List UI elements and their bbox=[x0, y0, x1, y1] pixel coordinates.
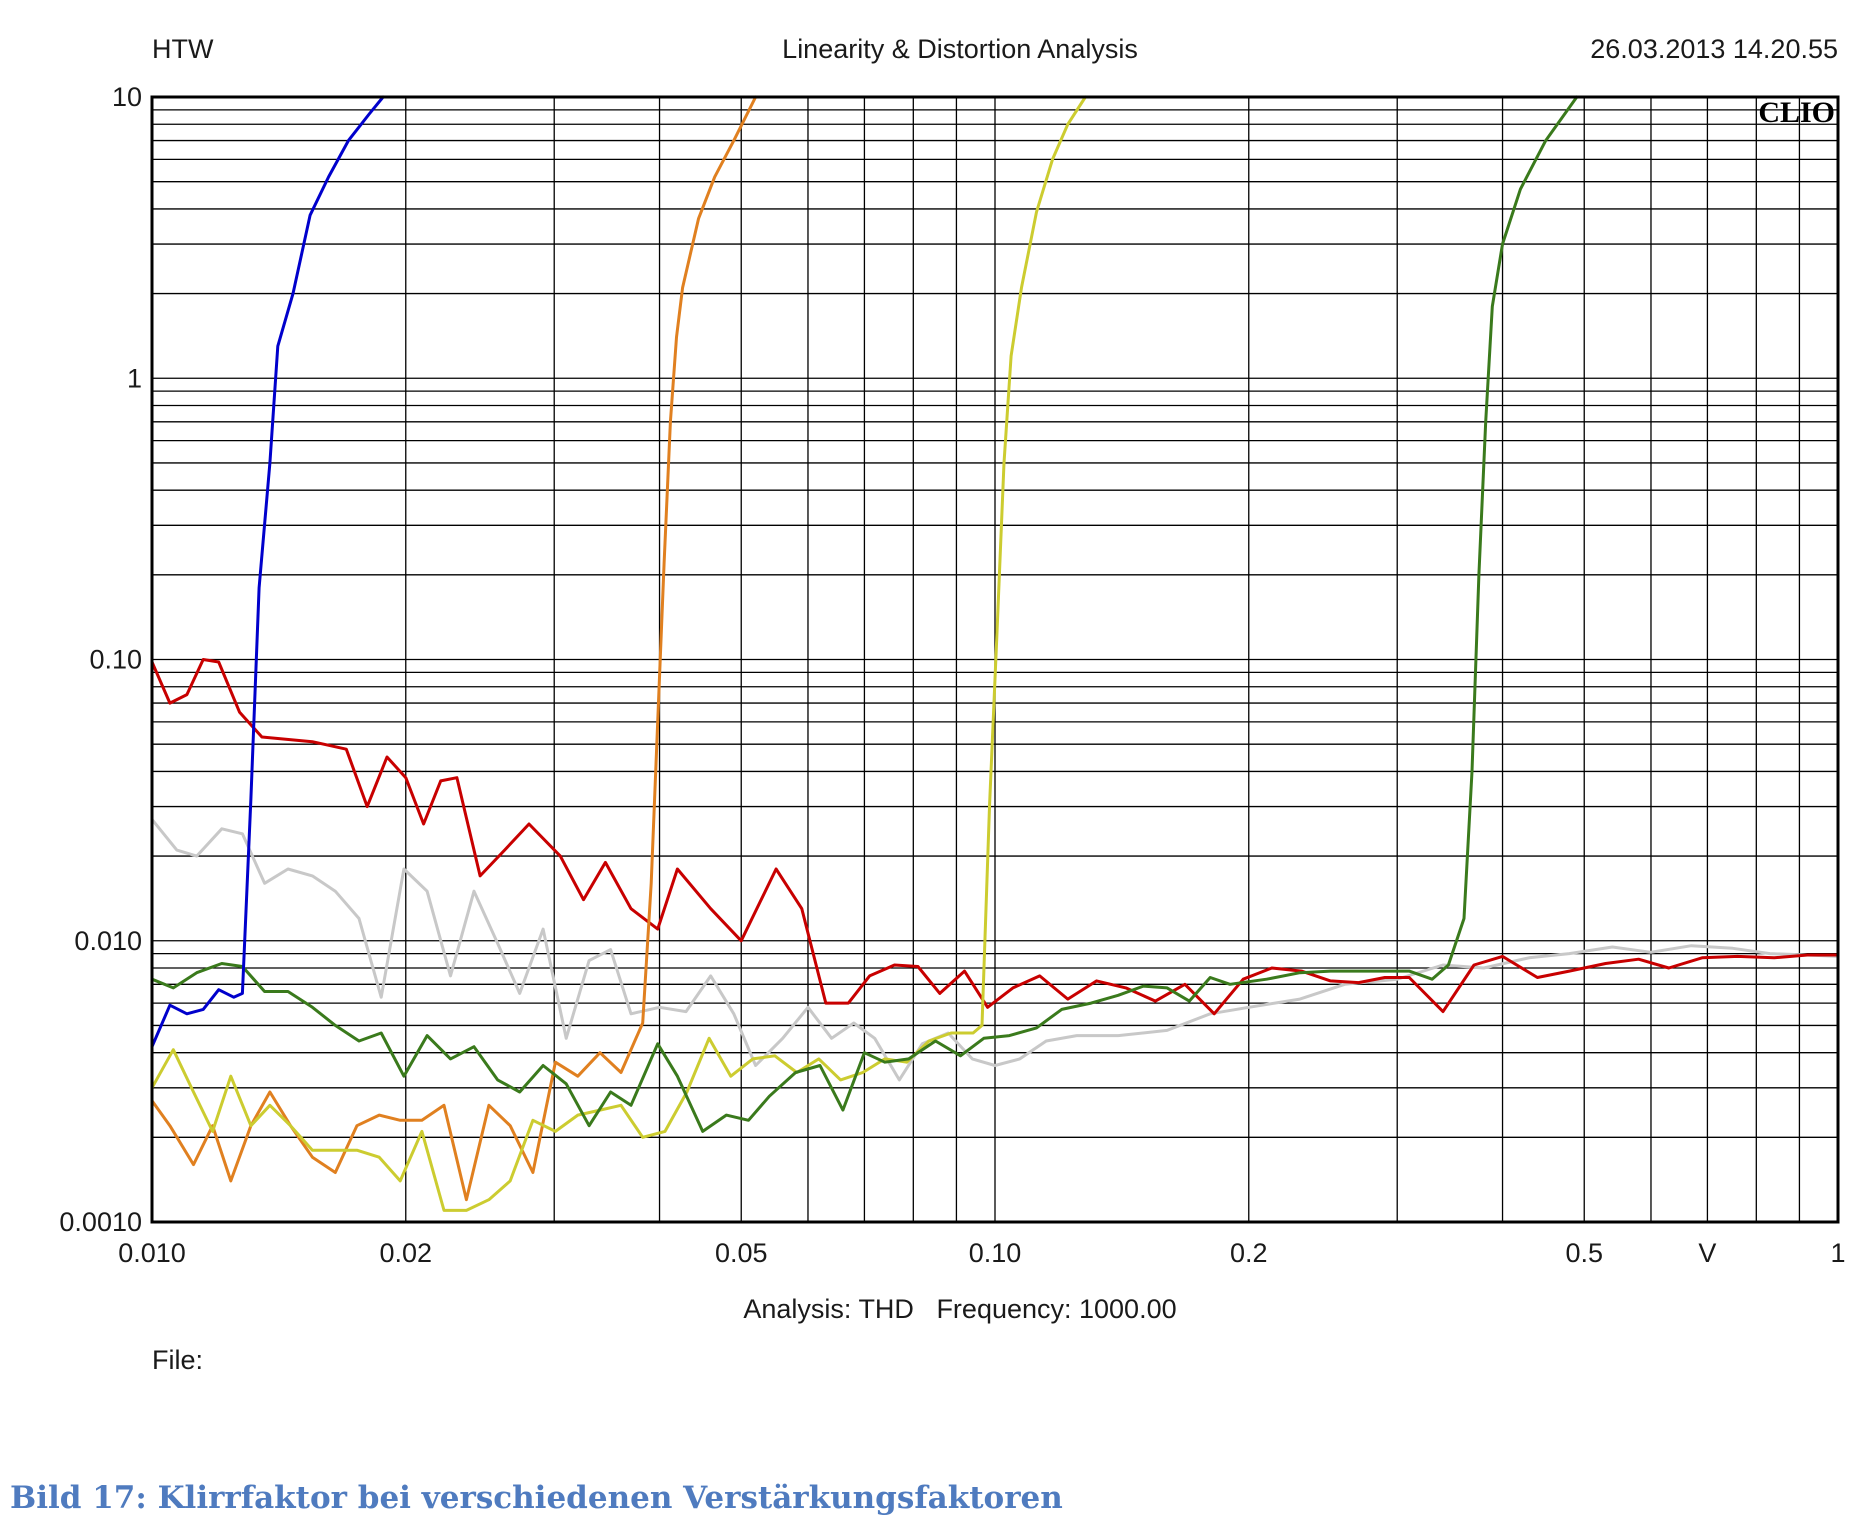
x-tick-label: 0.05 bbox=[715, 1238, 768, 1268]
x-tick-label: 0.2 bbox=[1230, 1238, 1268, 1268]
plot-frame bbox=[150, 95, 1840, 1224]
x-tick-label: 0.010 bbox=[118, 1238, 186, 1268]
x-unit-label: V bbox=[1698, 1238, 1716, 1268]
chart-title: Linearity & Distortion Analysis bbox=[782, 34, 1138, 64]
series-line-6 bbox=[150, 95, 385, 1049]
series-line-2 bbox=[150, 658, 1840, 1016]
series-line-1 bbox=[150, 817, 1840, 1082]
series-line-3 bbox=[150, 95, 758, 1202]
file-label: File: bbox=[152, 1345, 203, 1375]
y-tick-label: 0.010 bbox=[74, 926, 142, 956]
y-axis-ticks: 10 1 0.10 0.010 0.0010 bbox=[59, 82, 142, 1237]
clio-logo: CLIO bbox=[1758, 96, 1835, 129]
header-timestamp: 26.03.2013 14.20.55 bbox=[1590, 34, 1838, 64]
series-group bbox=[150, 95, 1840, 1212]
x-tick-label: 0.5 bbox=[1565, 1238, 1603, 1268]
header-left: HTW bbox=[152, 34, 214, 64]
series-line-4 bbox=[150, 95, 1087, 1212]
x-tick-label: 0.10 bbox=[969, 1238, 1022, 1268]
y-tick-label: 1 bbox=[127, 363, 142, 393]
figure-caption: Bild 17: Klirrfaktor bei verschiedenen V… bbox=[10, 1480, 1063, 1516]
grid bbox=[152, 97, 1838, 1222]
analysis-label: Analysis: THD Frequency: 1000.00 bbox=[743, 1294, 1176, 1324]
y-tick-label: 0.10 bbox=[89, 645, 142, 675]
y-tick-label: 0.0010 bbox=[59, 1207, 142, 1237]
x-tick-label: 0.02 bbox=[379, 1238, 432, 1268]
series-line-5 bbox=[150, 95, 1579, 1133]
x-tick-label: 1 bbox=[1830, 1238, 1845, 1268]
y-tick-label: 10 bbox=[112, 82, 142, 112]
x-axis-ticks: 0.010 0.02 0.05 0.10 0.2 0.5 1 V bbox=[118, 1238, 1845, 1268]
